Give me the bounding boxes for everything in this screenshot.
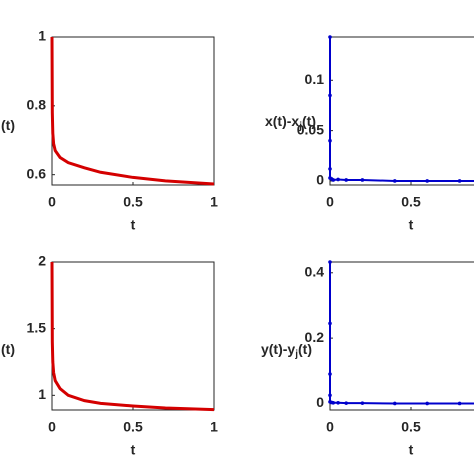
y-tick-label: 0.1 [305,71,325,87]
y-tick-label: 0.05 [297,121,324,137]
x-tick-label: 1 [210,194,218,210]
y-label-main: y(t)-y [261,341,295,357]
data-point [360,178,365,182]
y-tick-label: 0.2 [305,329,325,345]
data-point [328,372,332,376]
y-tick-label: 0.4 [305,263,325,279]
data-point [344,401,349,405]
x-tick-label: 0.5 [123,194,143,210]
data-point [393,179,397,183]
data-line [50,36,215,186]
y-tick-label: 0.8 [27,97,47,113]
y-tick-label: 0 [316,394,324,410]
y-tick-label: 0.6 [27,165,47,181]
x-tick-label: 0 [326,419,334,435]
data-line [329,262,474,405]
axes-box [329,261,474,411]
data-point [425,179,430,183]
data-line [329,37,474,182]
y-label-end: (t) [1,341,15,357]
data-point [331,178,336,182]
x-tick-label: 0.5 [401,194,421,210]
y-axis-label: y(t)-yj(t) [261,341,312,360]
y-axis-label: (t) [1,117,15,133]
axes-box [51,261,215,411]
data-point [328,393,332,398]
data-line [50,261,215,412]
x-axis-label: t [131,442,136,458]
y-label-main: x(t)-x [265,113,299,129]
y-axis-label: x(t)-xj(t) [265,113,316,132]
x-tick-label: 0 [48,419,56,435]
y-tick-label: 1 [38,28,46,44]
x-tick-label: 0.5 [123,419,143,435]
data-point [328,93,332,98]
data-point [360,401,365,405]
y-label-sub: j [294,349,298,360]
data-point [344,178,349,182]
y-tick-label: 2 [38,253,46,269]
data-point [425,401,430,406]
y-label-end: (t) [302,113,316,129]
data-point [328,138,332,143]
y-label-sub: j [298,121,302,132]
x-axis-label: t [409,442,414,458]
data-point [336,401,340,405]
data-point [328,35,332,39]
data-point [328,260,332,264]
y-tick-label: 0 [316,172,324,188]
y-label-end: (t) [1,117,15,133]
x-tick-label: 0 [48,194,56,210]
data-point [331,401,336,405]
data-point [457,401,462,406]
y-axis-label: (t) [1,341,15,357]
x-axis-label: t [131,217,136,233]
axes-box [51,36,215,186]
x-tick-label: 0 [326,194,334,210]
y-tick-label: 1.5 [27,319,47,335]
data-point [328,167,332,171]
y-tick-label: 1 [38,386,46,402]
axes-box [329,36,474,186]
data-point [393,401,397,406]
data-point [457,179,462,183]
x-axis-label: t [409,217,414,233]
data-point [328,321,332,326]
data-point [336,177,340,182]
x-tick-label: 0.5 [401,419,421,435]
x-tick-label: 1 [210,419,218,435]
y-label-end: (t) [298,341,312,357]
